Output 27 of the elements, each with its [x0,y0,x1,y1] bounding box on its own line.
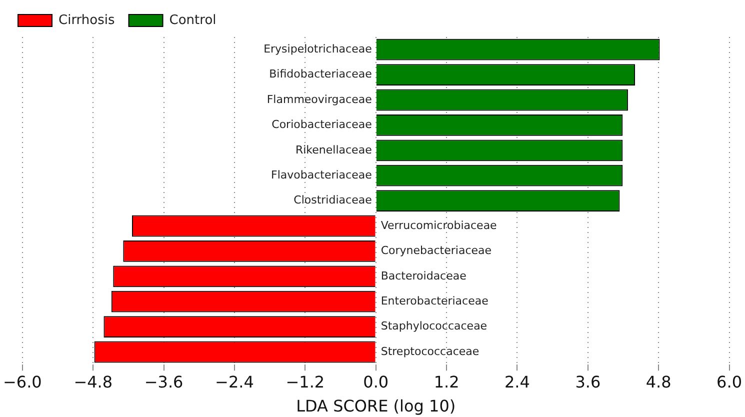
y-tick-label: Enterobacteriaceae [380,294,489,308]
y-tick-label: Flammeovirgaceae [266,92,372,106]
legend-label: Cirrhosis [58,12,115,28]
y-tick-label: Streptococcaceae [380,344,480,358]
x-tick-label: −6.0 [2,372,42,392]
x-tick-label: −1.2 [286,372,325,392]
x-tick-label: 2.4 [504,372,530,392]
x-tick-label: −2.4 [215,372,254,392]
x-tick-label: −3.6 [144,372,184,392]
x-tick-label: −4.8 [74,372,113,392]
y-tick-label: Rikenellaceae [295,143,372,156]
x-tick-label: 0.0 [363,372,389,392]
legend-label: Control [169,12,216,28]
x-axis-title: LDA SCORE (log 10) [296,396,456,416]
y-tick-label: Erysipelotrichaceae [264,42,372,56]
y-tick-label: Staphylococcaceae [380,320,488,333]
y-tick-label: Coriobacteriaceae [272,118,372,132]
x-tick-label: 3.6 [575,372,601,392]
y-tick-label: Clostridiaceae [294,194,372,207]
y-tick-label: Bacteroidaceae [380,269,467,282]
x-tick-label: 1.2 [434,372,460,392]
y-tick-label: Flavobacteriaceae [270,168,372,182]
y-tick-label: Bifidobacteriaceae [269,68,372,81]
x-tick-label: 4.8 [646,372,672,392]
y-tick-label: Verrucomicrobiaceae [380,218,498,232]
x-tick-label: 6.0 [716,372,742,392]
y-tick-label: Corynebacteriaceae [380,244,492,258]
